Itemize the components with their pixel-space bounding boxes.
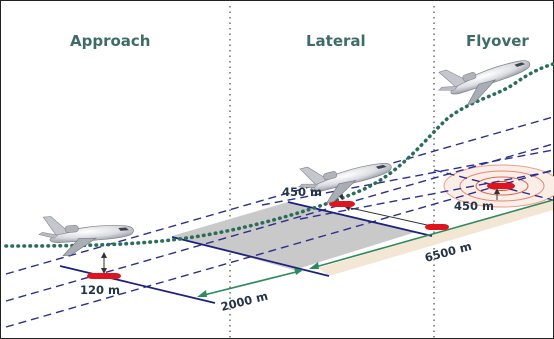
flight-path [4, 62, 554, 248]
measurement-point-icon [87, 273, 121, 279]
measurement-points [87, 183, 515, 279]
header-approach: Approach [70, 32, 150, 50]
runway-extension [318, 199, 553, 276]
measurement-point-icon [487, 183, 515, 189]
label-flyover-height: 450 m [454, 199, 494, 213]
approach-height-arrow [101, 252, 107, 274]
label-approach-distance: 120 m [80, 283, 120, 297]
header-flyover: Flyover [466, 32, 529, 50]
measurement-cross-lines [59, 201, 433, 304]
flyover-height-arrow [494, 188, 500, 200]
header-lateral: Lateral [306, 32, 366, 50]
runway-distance-arrow [197, 268, 303, 297]
measurement-point-icon [425, 224, 449, 230]
takeoff-distance-arrow [309, 199, 554, 269]
label-lateral-height: 450 m [282, 185, 322, 199]
measurement-point-icon [329, 201, 355, 207]
